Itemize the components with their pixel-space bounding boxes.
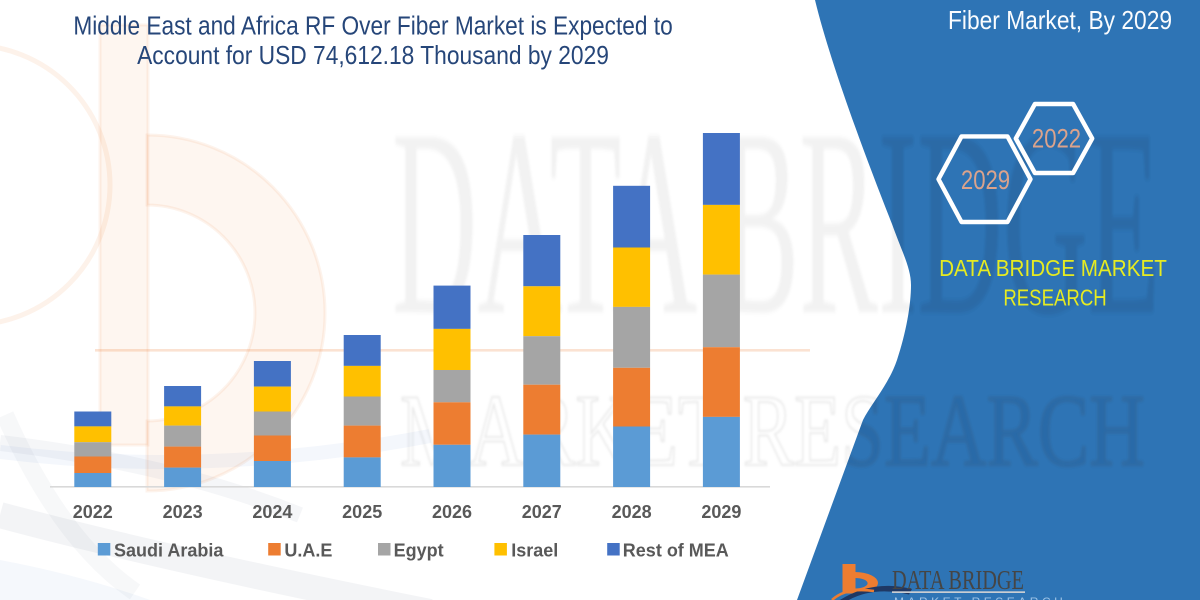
- svg-text:U.A.E: U.A.E: [284, 541, 332, 561]
- svg-text:Account for USD 74,612.18 Thou: Account for USD 74,612.18 Thousand by 20…: [137, 42, 609, 71]
- svg-text:Middle East and Africa RF Over: Middle East and Africa RF Over Fiber Mar…: [73, 12, 672, 41]
- svg-text:Egypt: Egypt: [394, 541, 444, 561]
- svg-text:2028: 2028: [612, 502, 652, 522]
- svg-text:2022: 2022: [73, 502, 113, 522]
- svg-text:Saudi Arabia: Saudi Arabia: [114, 541, 224, 561]
- svg-text:2023: 2023: [163, 502, 203, 522]
- svg-text:RESEARCH: RESEARCH: [1003, 286, 1106, 311]
- svg-text:MARKET RESEARCH: MARKET RESEARCH: [894, 595, 1066, 600]
- svg-text:Israel: Israel: [511, 541, 558, 561]
- svg-text:DATA BRIDGE: DATA BRIDGE: [892, 566, 1024, 595]
- svg-text:2026: 2026: [432, 502, 472, 522]
- svg-text:Fiber Market, By 2029: Fiber Market, By 2029: [948, 7, 1172, 36]
- svg-text:2029: 2029: [701, 502, 741, 522]
- svg-text:Rest of MEA: Rest of MEA: [623, 541, 729, 561]
- svg-text:DATA BRIDGE MARKET: DATA BRIDGE MARKET: [939, 255, 1167, 282]
- svg-text:2027: 2027: [522, 502, 562, 522]
- svg-text:2025: 2025: [342, 502, 382, 522]
- svg-text:2022: 2022: [1032, 125, 1081, 155]
- svg-text:2024: 2024: [252, 502, 292, 522]
- svg-text:2029: 2029: [961, 166, 1010, 196]
- svg-text:DATA BRIDGE: DATA BRIDGE: [392, 74, 1160, 370]
